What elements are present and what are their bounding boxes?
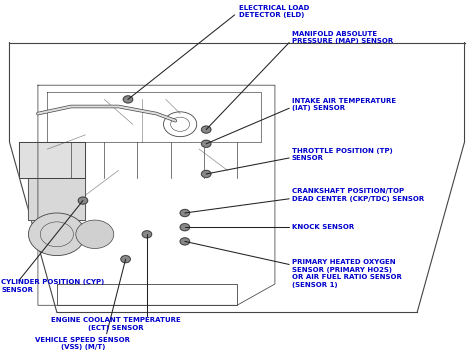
- Circle shape: [123, 96, 133, 103]
- Circle shape: [142, 231, 152, 238]
- Text: CRANKSHAFT POSITION/TOP
DEAD CENTER (CKP/TDC) SENSOR: CRANKSHAFT POSITION/TOP DEAD CENTER (CKP…: [292, 189, 424, 202]
- Circle shape: [78, 197, 88, 204]
- Text: ENGINE COOLANT TEMPERATURE
(ECT) SENSOR: ENGINE COOLANT TEMPERATURE (ECT) SENSOR: [51, 317, 181, 331]
- Text: INTAKE AIR TEMPERATURE
(IAT) SENSOR: INTAKE AIR TEMPERATURE (IAT) SENSOR: [292, 98, 396, 111]
- Circle shape: [76, 220, 114, 248]
- Polygon shape: [19, 142, 85, 178]
- Text: ELECTRICAL LOAD
DETECTOR (ELD): ELECTRICAL LOAD DETECTOR (ELD): [239, 5, 310, 18]
- Text: CYLINDER POSITION (CYP)
SENSOR: CYLINDER POSITION (CYP) SENSOR: [1, 279, 105, 293]
- Text: PRIMARY HEATED OXYGEN
SENSOR (PRIMARY HO2S)
OR AIR FUEL RATIO SENSOR
(SENSOR 1): PRIMARY HEATED OXYGEN SENSOR (PRIMARY HO…: [292, 259, 401, 288]
- Circle shape: [201, 126, 211, 133]
- Text: MANIFOLD ABSOLUTE
PRESSURE (MAP) SENSOR: MANIFOLD ABSOLUTE PRESSURE (MAP) SENSOR: [292, 31, 393, 44]
- Circle shape: [201, 140, 211, 147]
- Circle shape: [121, 256, 130, 263]
- Polygon shape: [28, 178, 85, 220]
- Circle shape: [180, 238, 190, 245]
- Text: KNOCK SENSOR: KNOCK SENSOR: [292, 224, 354, 230]
- Circle shape: [180, 209, 190, 217]
- Circle shape: [201, 170, 211, 178]
- Circle shape: [180, 224, 190, 231]
- Circle shape: [28, 213, 85, 256]
- Text: THROTTLE POSITION (TP)
SENSOR: THROTTLE POSITION (TP) SENSOR: [292, 148, 392, 161]
- Text: VEHICLE SPEED SENSOR
(VSS) (M/T): VEHICLE SPEED SENSOR (VSS) (M/T): [36, 337, 130, 350]
